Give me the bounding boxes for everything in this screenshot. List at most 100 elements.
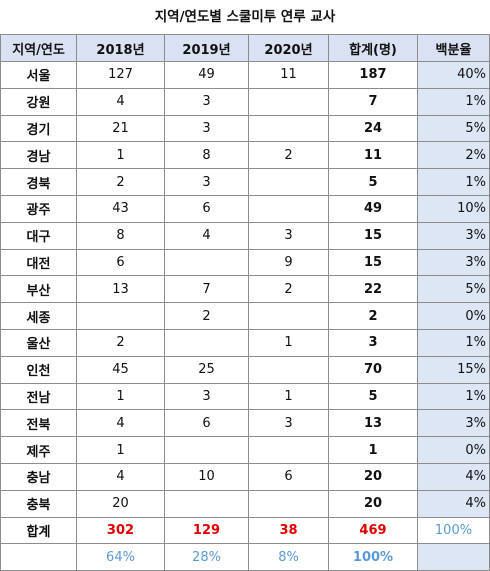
region-cell: 강원 bbox=[0, 87, 77, 116]
region-cell: 경기 bbox=[0, 114, 77, 143]
table-row: 전남 1 3 1 5 1% bbox=[0, 382, 490, 411]
cell-2018: 45 bbox=[76, 355, 165, 384]
cell-2020: 11 bbox=[248, 61, 329, 89]
cell-2019: 6 bbox=[164, 194, 249, 223]
total-row: 합계 302 129 38 469 100% bbox=[0, 516, 490, 545]
cell-2018: 4 bbox=[76, 87, 165, 116]
cell-percent: 4% bbox=[417, 489, 490, 518]
table-row: 경북 2 3 5 1% bbox=[0, 168, 490, 196]
cell-2019 bbox=[164, 489, 249, 518]
cell-2018: 1 bbox=[76, 382, 165, 411]
cell-2019: 3 bbox=[164, 168, 249, 196]
cell-percent: 40% bbox=[417, 61, 490, 89]
cell-total: 20 bbox=[328, 462, 418, 491]
cell-percent: 4% bbox=[417, 462, 490, 491]
header-region: 지역/연도 bbox=[0, 34, 77, 62]
region-cell: 세종 bbox=[0, 302, 77, 330]
cell-2018: 64% bbox=[76, 543, 165, 571]
cell-percent: 3% bbox=[417, 221, 490, 250]
cell-total: 15 bbox=[328, 248, 418, 277]
cell-2018: 2 bbox=[76, 168, 165, 196]
cell-total: 2 bbox=[328, 302, 418, 330]
region-cell: 충북 bbox=[0, 489, 77, 518]
region-cell: 전남 bbox=[0, 382, 77, 411]
table-row: 경남 1 8 2 11 2% bbox=[0, 141, 490, 170]
cell-2019: 28% bbox=[164, 543, 249, 571]
cell-2019: 10 bbox=[164, 462, 249, 491]
region-cell: 경북 bbox=[0, 168, 77, 196]
region-cell: 울산 bbox=[0, 328, 77, 357]
cell-2020: 8% bbox=[248, 543, 329, 571]
cell-2018: 13 bbox=[76, 275, 165, 304]
teacher-stats-table: 지역/연도 2018년 2019년 2020년 합계(명) 백분율 서울 127 4… bbox=[0, 34, 490, 571]
cell-2020 bbox=[248, 168, 329, 196]
cell-2018: 127 bbox=[76, 61, 165, 89]
cell-2020 bbox=[248, 194, 329, 223]
table-row: 제주 1 1 0% bbox=[0, 436, 490, 464]
cell-total: 3 bbox=[328, 328, 418, 357]
cell-2019: 25 bbox=[164, 355, 249, 384]
table-title: 지역/연도별 스쿨미투 연루 교사 bbox=[154, 9, 336, 25]
header-total: 합계(명) bbox=[328, 34, 418, 62]
region-cell: 전북 bbox=[0, 409, 77, 438]
table-row: 울산 2 1 3 1% bbox=[0, 328, 490, 357]
header-2020: 2020년 bbox=[248, 34, 329, 62]
cell-total: 24 bbox=[328, 114, 418, 143]
cell-2020: 38 bbox=[248, 516, 329, 545]
table-row: 서울 127 49 11 187 40% bbox=[0, 61, 490, 89]
cell-2018: 1 bbox=[76, 141, 165, 170]
region-cell bbox=[0, 543, 77, 571]
region-cell: 합계 bbox=[0, 516, 77, 545]
cell-2020: 1 bbox=[248, 328, 329, 357]
cell-total: 49 bbox=[328, 194, 418, 223]
cell-2020 bbox=[248, 489, 329, 518]
cell-total: 11 bbox=[328, 141, 418, 170]
cell-2019: 4 bbox=[164, 221, 249, 250]
table-row: 경기 21 3 24 5% bbox=[0, 114, 490, 143]
cell-total: 20 bbox=[328, 489, 418, 518]
region-cell: 충남 bbox=[0, 462, 77, 491]
cell-2019: 3 bbox=[164, 114, 249, 143]
cell-2020: 6 bbox=[248, 462, 329, 491]
cell-total: 100% bbox=[328, 543, 418, 571]
cell-percent: 1% bbox=[417, 87, 490, 116]
cell-percent: 100% bbox=[417, 516, 490, 545]
cell-percent: 5% bbox=[417, 114, 490, 143]
cell-2019 bbox=[164, 248, 249, 277]
table-row: 충북 20 20 4% bbox=[0, 489, 490, 518]
cell-2020: 2 bbox=[248, 275, 329, 304]
table-row: 대구 8 4 3 15 3% bbox=[0, 221, 490, 250]
cell-2018: 43 bbox=[76, 194, 165, 223]
table-row: 전북 4 6 3 13 3% bbox=[0, 409, 490, 438]
cell-percent: 5% bbox=[417, 275, 490, 304]
cell-2020 bbox=[248, 114, 329, 143]
cell-2018: 6 bbox=[76, 248, 165, 277]
cell-2018: 20 bbox=[76, 489, 165, 518]
cell-2018: 4 bbox=[76, 462, 165, 491]
ratio-row: 64% 28% 8% 100% bbox=[0, 543, 490, 571]
cell-2018: 8 bbox=[76, 221, 165, 250]
cell-2019 bbox=[164, 328, 249, 357]
cell-percent: 0% bbox=[417, 302, 490, 330]
region-cell: 서울 bbox=[0, 61, 77, 89]
cell-percent: 3% bbox=[417, 409, 490, 438]
region-cell: 제주 bbox=[0, 436, 77, 464]
cell-total: 70 bbox=[328, 355, 418, 384]
header-2019: 2019년 bbox=[164, 34, 249, 62]
cell-total: 469 bbox=[328, 516, 418, 545]
cell-2020 bbox=[248, 302, 329, 330]
cell-2018: 4 bbox=[76, 409, 165, 438]
cell-2020: 9 bbox=[248, 248, 329, 277]
cell-percent: 2% bbox=[417, 141, 490, 170]
cell-2018: 302 bbox=[76, 516, 165, 545]
table-row: 광주 43 6 49 10% bbox=[0, 194, 490, 223]
cell-total: 187 bbox=[328, 61, 418, 89]
cell-total: 15 bbox=[328, 221, 418, 250]
region-cell: 인천 bbox=[0, 355, 77, 384]
cell-2020 bbox=[248, 436, 329, 464]
cell-2019: 7 bbox=[164, 275, 249, 304]
cell-percent: 1% bbox=[417, 168, 490, 196]
region-cell: 대구 bbox=[0, 221, 77, 250]
table-row: 부산 13 7 2 22 5% bbox=[0, 275, 490, 304]
cell-percent: 0% bbox=[417, 436, 490, 464]
